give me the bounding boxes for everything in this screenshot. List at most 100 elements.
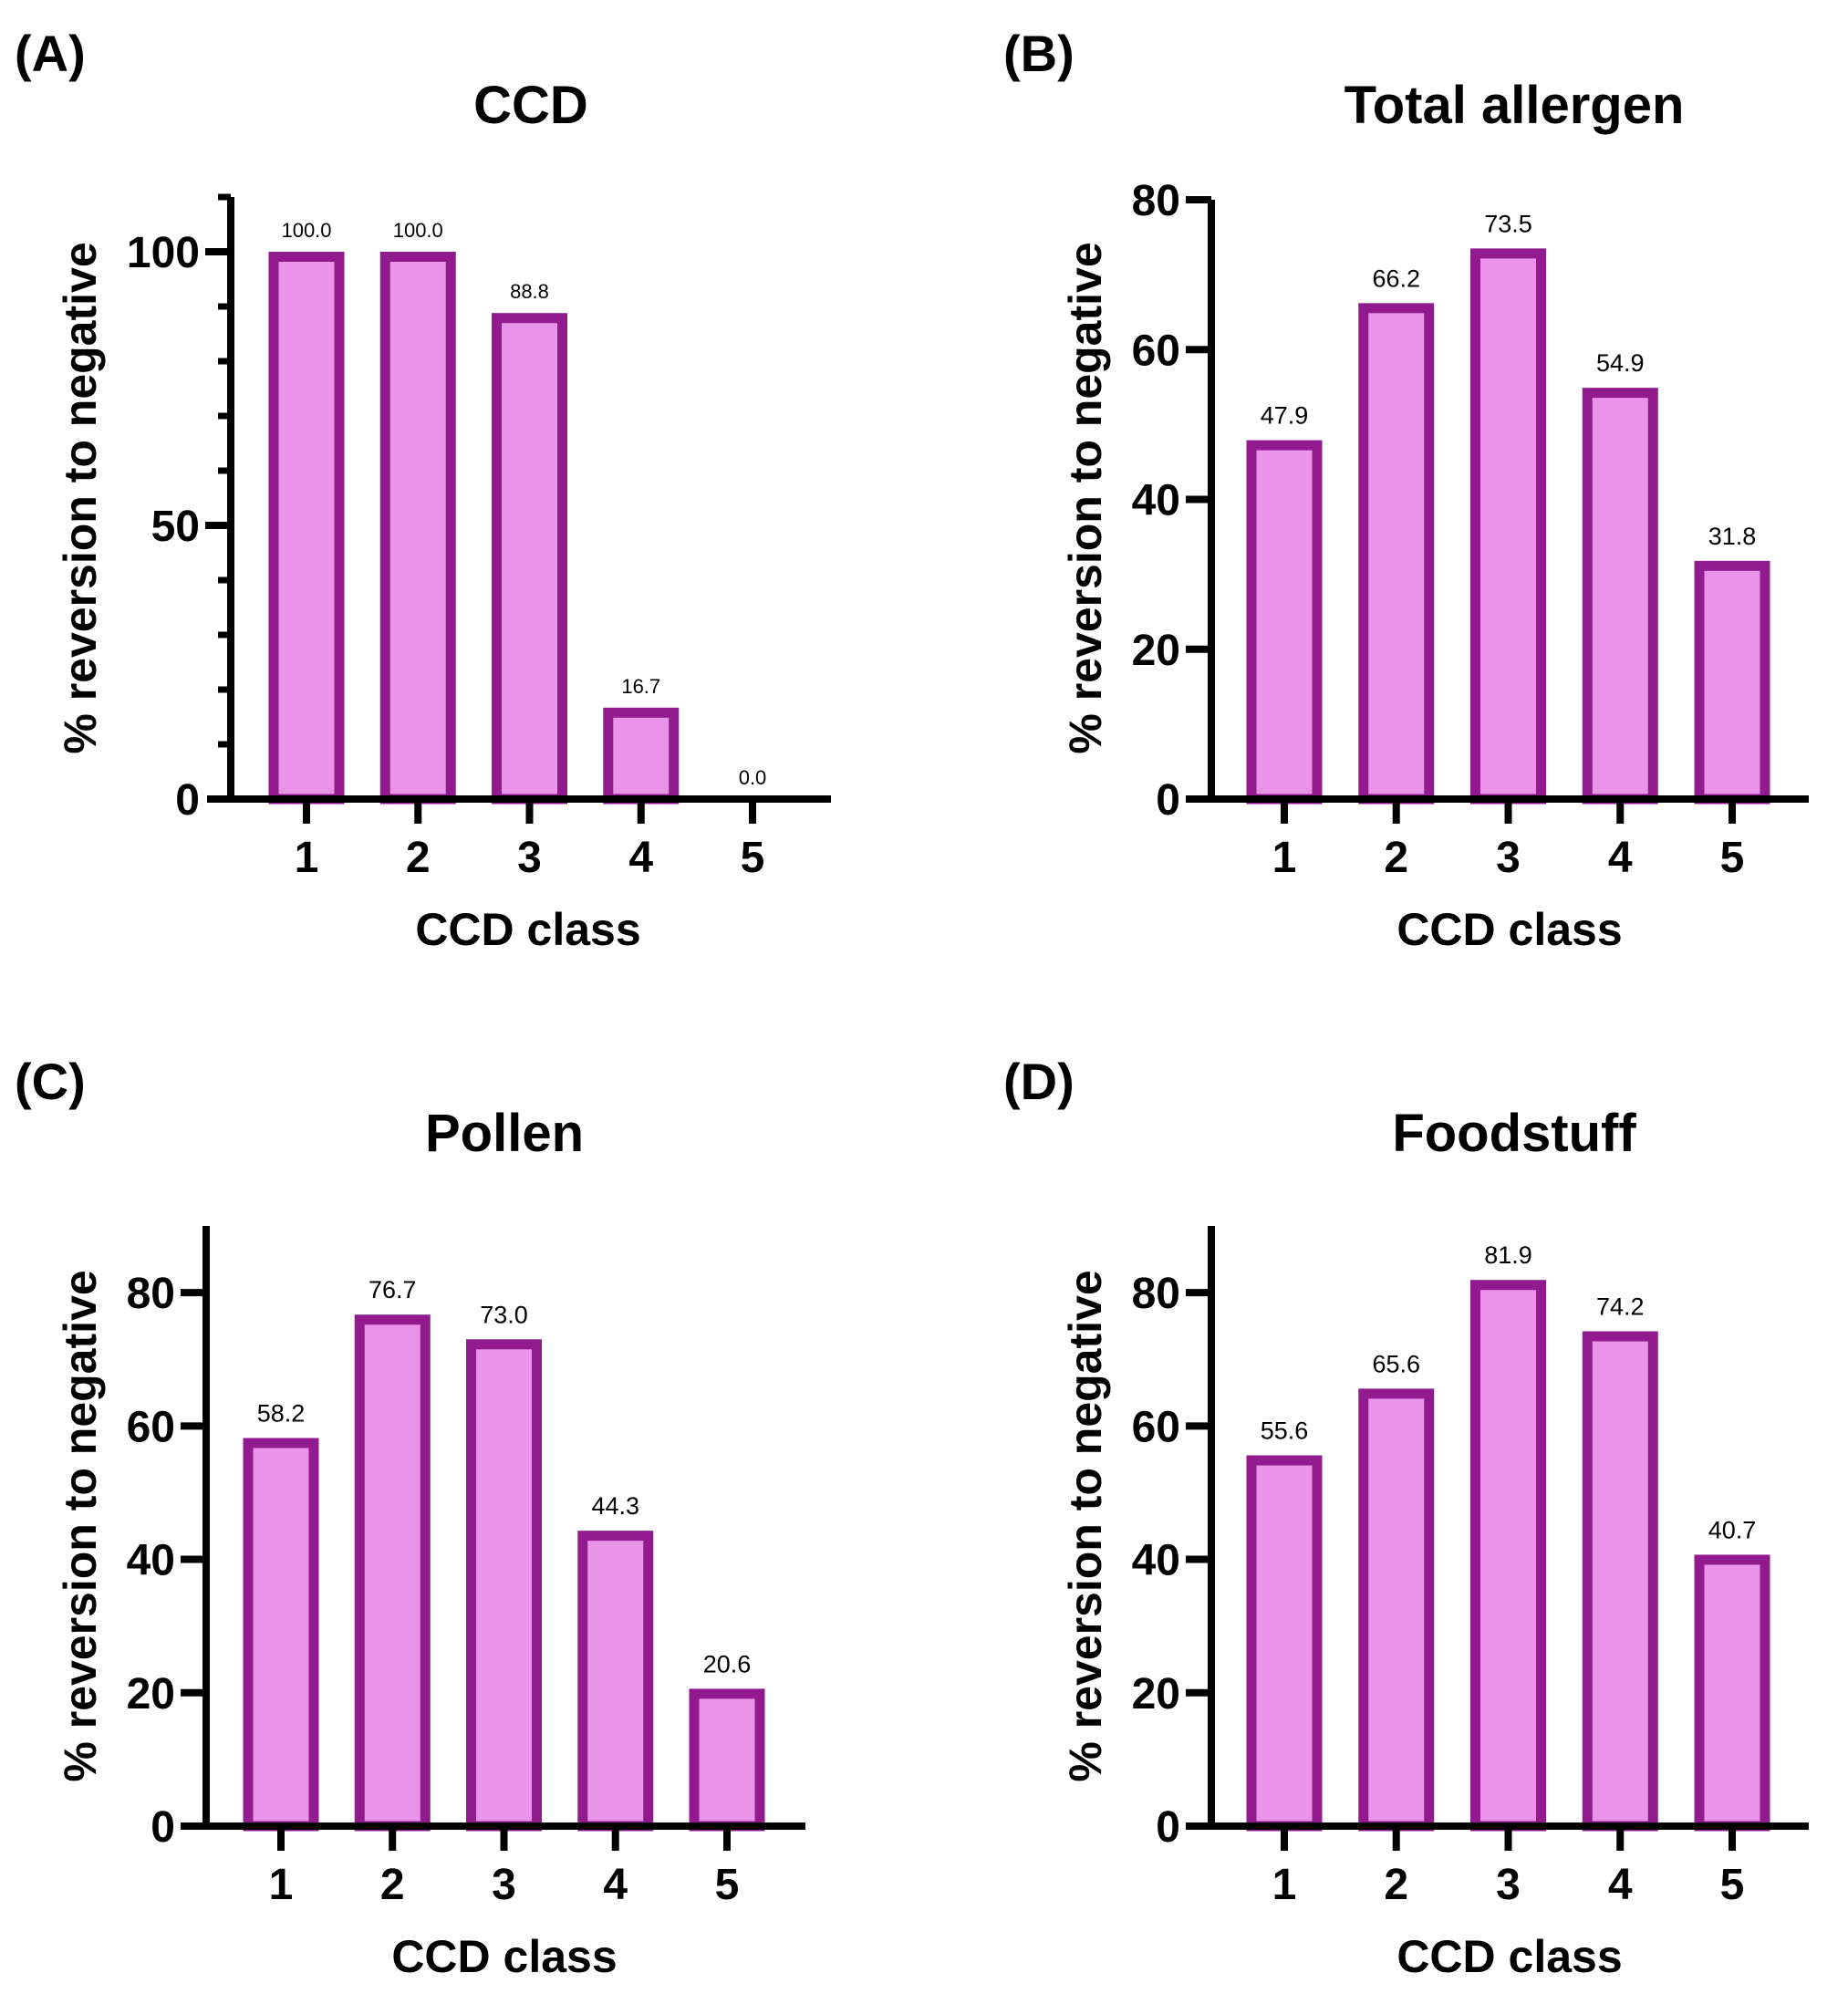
panel-letter: (C) (15, 1053, 86, 1110)
x-axis-title: CCD class (1396, 904, 1622, 955)
y-axis-title: % reversion to negative (55, 1270, 106, 1781)
bar (1470, 248, 1546, 805)
data-label: 81.9 (1484, 1241, 1532, 1269)
bar (354, 1314, 431, 1832)
bar (466, 1339, 542, 1832)
y-tick-label: 0 (1156, 1803, 1180, 1852)
bar (577, 1531, 654, 1832)
y-tick-label: 60 (1132, 327, 1180, 375)
y-tick-label: 50 (151, 503, 200, 551)
y-tick-label: 100 (127, 229, 200, 277)
x-tick-label: 2 (380, 1861, 405, 1909)
chart-title: CCD (473, 76, 588, 135)
x-tick-label: 3 (1496, 1861, 1521, 1909)
data-label: 40.7 (1708, 1516, 1757, 1543)
data-label: 74.2 (1596, 1293, 1645, 1321)
x-tick-label: 4 (603, 1861, 628, 1909)
data-label: 76.7 (369, 1276, 417, 1303)
x-axis-title: CCD class (1396, 1931, 1622, 1982)
data-label: 16.7 (621, 675, 660, 698)
x-tick-label: 2 (1384, 1861, 1408, 1909)
plot-area: 100.0 100.0 88.8 16.7 0.0 0 50 100 1 2 3 4 5 (127, 193, 831, 882)
bar (1246, 1455, 1323, 1832)
y-tick-label: 20 (1132, 1670, 1180, 1718)
y-axis-title: % reversion to negative (55, 242, 106, 753)
y-tick-label: 40 (127, 1537, 175, 1585)
bar (1358, 1388, 1435, 1832)
plot-area: 55.6 65.6 81.9 74.2 40.7 0 20 40 60 80 1 2 3 4 5 (1132, 1226, 1809, 1909)
data-label: 100.0 (393, 219, 443, 242)
chart-title: Total allergen (1344, 76, 1685, 135)
y-tick-label: 0 (1156, 776, 1180, 825)
data-label: 55.6 (1261, 1417, 1309, 1445)
x-tick-label: 2 (1384, 834, 1408, 882)
x-tick-label: 1 (295, 834, 319, 882)
y-tick-label: 60 (127, 1403, 175, 1451)
bar (689, 1688, 765, 1832)
panel-letter: (A) (15, 25, 86, 82)
data-label: 58.2 (257, 1399, 306, 1427)
bar (1582, 1331, 1658, 1832)
y-tick-label: 0 (151, 1803, 175, 1852)
y-tick-label: 80 (1132, 177, 1180, 225)
x-tick-label: 1 (269, 1861, 294, 1909)
bar (1582, 388, 1658, 805)
y-tick-label: 40 (1132, 1537, 1180, 1585)
x-tick-label: 4 (628, 834, 653, 882)
y-tick-label: 20 (127, 1670, 175, 1718)
bar (243, 1438, 319, 1832)
panel-c: (C) Pollen % reversion to negative CCD c… (15, 1053, 805, 1982)
data-label: 47.9 (1261, 402, 1309, 430)
data-label: 54.9 (1596, 349, 1645, 377)
x-tick-label: 5 (715, 1861, 740, 1909)
panel-letter: (B) (1003, 25, 1075, 82)
plot-area: 47.9 66.2 73.5 54.9 31.8 0 20 40 60 80 1 2 3 4 5 (1132, 177, 1809, 882)
data-label: 65.6 (1372, 1350, 1420, 1377)
x-tick-label: 1 (1272, 1861, 1297, 1909)
data-label: 20.6 (703, 1650, 752, 1677)
x-tick-label: 3 (517, 834, 542, 882)
data-label: 73.5 (1484, 210, 1532, 237)
x-tick-label: 5 (1720, 834, 1745, 882)
bar (492, 313, 567, 805)
x-tick-label: 4 (1608, 1861, 1633, 1909)
panel-letter: (D) (1003, 1053, 1075, 1110)
x-tick-label: 4 (1608, 834, 1633, 882)
bar (268, 252, 345, 805)
data-label: 0.0 (739, 766, 767, 789)
chart-title: Foodstuff (1392, 1104, 1636, 1163)
bar (1246, 440, 1323, 805)
bar (1358, 303, 1435, 805)
x-tick-label: 5 (1720, 1861, 1745, 1909)
x-tick-label: 2 (406, 834, 431, 882)
panel-a: (A) CCD % reversion to negative CCD clas… (15, 25, 831, 955)
y-tick-label: 60 (1132, 1403, 1180, 1451)
plot-area: 58.2 76.7 73.0 44.3 20.6 0 20 40 60 80 1 2 3 4 5 (127, 1226, 805, 1909)
bar (379, 252, 456, 805)
bar (603, 707, 680, 805)
y-axis-title: % reversion to negative (1060, 242, 1111, 753)
y-tick-label: 20 (1132, 627, 1180, 675)
data-label: 66.2 (1372, 265, 1420, 292)
x-axis-title: CCD class (391, 1931, 617, 1982)
data-label: 88.8 (510, 280, 549, 303)
data-label: 100.0 (281, 219, 331, 242)
chart-title: Pollen (425, 1104, 584, 1163)
x-tick-label: 1 (1272, 834, 1297, 882)
y-tick-label: 40 (1132, 477, 1180, 525)
bar (1694, 560, 1770, 805)
y-tick-label: 80 (1132, 1270, 1180, 1318)
data-label: 73.0 (480, 1301, 528, 1328)
data-label: 44.3 (591, 1492, 639, 1520)
x-tick-label: 5 (741, 834, 765, 882)
y-tick-label: 80 (127, 1270, 175, 1318)
y-axis-title: % reversion to negative (1060, 1270, 1111, 1781)
x-axis-title: CCD class (415, 904, 640, 955)
panel-b: (B) Total allergen % reversion to negati… (1003, 25, 1809, 955)
y-tick-label: 0 (175, 776, 200, 825)
x-tick-label: 3 (1496, 834, 1521, 882)
bar (1694, 1554, 1770, 1832)
x-tick-label: 3 (492, 1861, 516, 1909)
panel-d: (D) Foodstuff % reversion to negative CC… (1003, 1053, 1809, 1982)
